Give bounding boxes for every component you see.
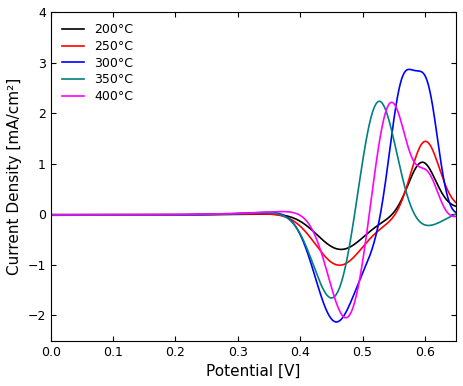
Y-axis label: Current Density [mA/cm²]: Current Density [mA/cm²] (7, 78, 22, 275)
250°C (89, 212, 95, 217)
400°C (226, 211, 232, 216)
Line: 200°C: 200°C (51, 162, 456, 249)
300°C (333, 320, 339, 324)
250°C (453, 200, 459, 205)
350°C (364, 132, 370, 137)
300°C (89, 213, 95, 218)
200°C (338, 247, 344, 252)
Legend: 200°C, 250°C, 300°C, 350°C, 400°C: 200°C, 250°C, 300°C, 350°C, 400°C (57, 18, 138, 108)
Line: 350°C: 350°C (51, 101, 456, 298)
350°C (89, 213, 95, 218)
400°C (389, 100, 394, 105)
350°C (329, 296, 334, 300)
350°C (376, 99, 382, 103)
350°C (48, 213, 54, 218)
200°C (89, 212, 95, 217)
200°C (212, 212, 218, 217)
300°C (48, 213, 54, 218)
350°C (453, 212, 459, 216)
250°C (326, 258, 332, 263)
300°C (406, 67, 412, 72)
200°C (372, 225, 377, 230)
400°C (453, 214, 459, 219)
Line: 250°C: 250°C (51, 141, 456, 265)
400°C (326, 277, 332, 281)
200°C (48, 212, 54, 217)
200°C (226, 212, 232, 217)
300°C (226, 212, 232, 216)
350°C (212, 212, 218, 217)
250°C (226, 212, 232, 217)
Line: 300°C: 300°C (51, 69, 456, 322)
300°C (326, 313, 332, 318)
350°C (326, 295, 332, 300)
200°C (419, 160, 425, 164)
200°C (453, 204, 459, 209)
400°C (343, 315, 349, 320)
250°C (337, 263, 343, 267)
200°C (326, 243, 332, 247)
250°C (48, 212, 54, 217)
400°C (212, 212, 218, 216)
400°C (89, 212, 95, 217)
300°C (453, 210, 459, 215)
400°C (48, 212, 54, 217)
250°C (372, 232, 377, 237)
250°C (423, 139, 428, 144)
300°C (372, 239, 377, 243)
200°C (364, 232, 370, 236)
250°C (364, 239, 370, 244)
400°C (372, 173, 377, 177)
400°C (364, 227, 370, 232)
250°C (212, 212, 218, 217)
X-axis label: Potential [V]: Potential [V] (206, 364, 300, 379)
350°C (372, 105, 377, 109)
300°C (212, 212, 218, 217)
300°C (364, 260, 370, 265)
350°C (226, 212, 232, 217)
Line: 400°C: 400°C (51, 102, 456, 318)
